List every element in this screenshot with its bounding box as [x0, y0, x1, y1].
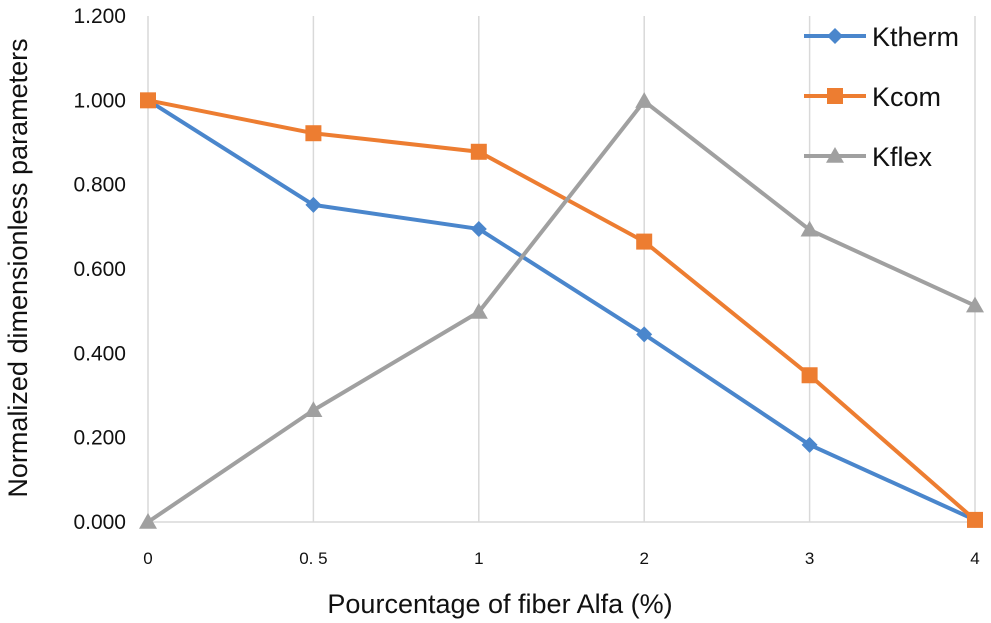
- legend-label: Kcom: [872, 82, 941, 112]
- x-tick-label: 2: [639, 549, 648, 568]
- x-tick-label: 1: [474, 549, 483, 568]
- y-tick-label: 1.200: [73, 5, 126, 28]
- data-point-kcom: [140, 92, 156, 109]
- x-axis-title: Pourcentage of fiber Alfa (%): [327, 589, 672, 619]
- legend-entry-ktherm: Ktherm: [804, 22, 959, 52]
- x-tick-label: 0. 5: [299, 549, 327, 568]
- series-line-ktherm: [146, 98, 977, 522]
- legend-entry-kcom: Kcom: [804, 82, 941, 112]
- data-point-kcom: [470, 143, 487, 160]
- data-point-ktherm: [470, 220, 487, 237]
- data-point-kflex: [304, 401, 323, 418]
- y-tick-label: 0.000: [73, 511, 126, 534]
- data-point-kflex: [139, 513, 157, 529]
- series-line-kcom: [146, 98, 977, 522]
- data-point-kflex: [966, 296, 984, 313]
- axes: 0.000 0.200 0.400 0.600 0.800 1.000 1.200 0 0. 5…: [73, 5, 979, 568]
- x-tick-label: 4: [970, 549, 979, 568]
- data-point-kcom: [636, 233, 653, 250]
- data-point-kcom: [801, 367, 818, 384]
- legend-marker: [827, 28, 843, 44]
- data-point-kflex: [800, 220, 819, 237]
- x-tick-label: 0: [143, 549, 152, 568]
- data-point-kcom: [967, 511, 983, 528]
- grid-lines: [147, 16, 976, 522]
- series-lines: [146, 98, 977, 524]
- data-point-kcom: [305, 125, 322, 142]
- data-point-kflex: [635, 92, 654, 108]
- y-tick-label: 0.800: [73, 174, 126, 197]
- x-tick-label: 3: [805, 549, 814, 568]
- data-point-ktherm: [636, 326, 653, 343]
- legend-label: Ktherm: [872, 22, 959, 52]
- y-tick-label: 0.400: [73, 342, 126, 365]
- legend: Ktherm Kcom Kflex: [804, 22, 959, 172]
- legend-label: Kflex: [872, 142, 933, 172]
- series-line-kflex: [146, 99, 977, 524]
- data-point-kflex: [469, 303, 488, 319]
- data-point-ktherm: [305, 196, 322, 213]
- data-point-ktherm: [801, 436, 818, 453]
- legend-entry-kflex: Kflex: [804, 142, 933, 172]
- y-axis-title: Normalized dimensionless parameters: [3, 38, 33, 497]
- y-tick-label: 1.000: [73, 89, 126, 112]
- series-markers: [139, 92, 984, 529]
- legend-marker: [827, 88, 843, 104]
- y-tick-label: 0.200: [73, 427, 126, 450]
- legend-marker: [826, 147, 844, 163]
- y-tick-label: 0.600: [73, 258, 126, 281]
